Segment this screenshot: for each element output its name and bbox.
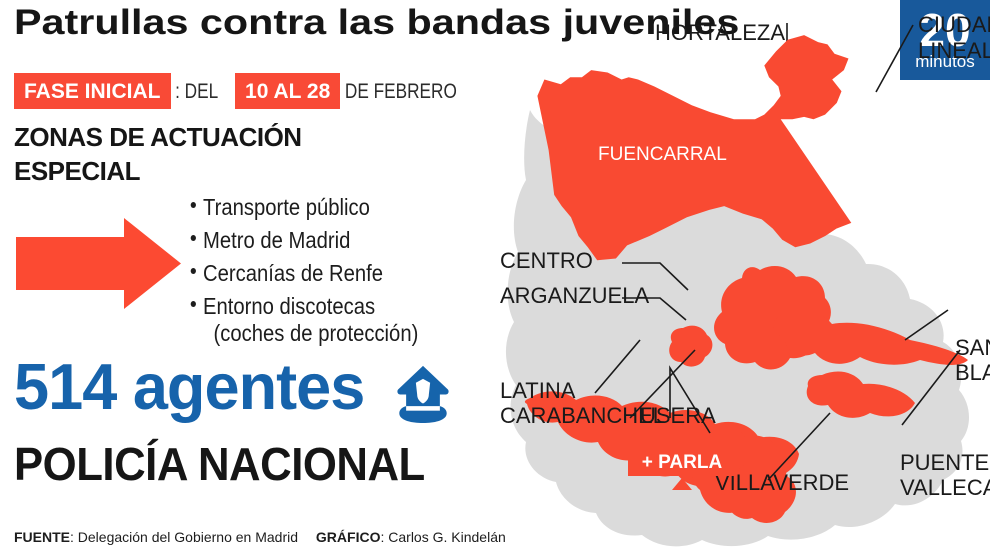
svg-text:USERA: USERA xyxy=(640,403,716,428)
svg-text:LINEAL: LINEAL xyxy=(918,38,990,63)
svg-text:PUENTE DE: PUENTE DE xyxy=(900,450,990,475)
svg-text:LATINA: LATINA xyxy=(500,378,576,403)
svg-text:FUENCARRAL: FUENCARRAL xyxy=(598,144,727,165)
svg-text:BLAS: BLAS xyxy=(955,360,990,385)
svg-text:SAN: SAN xyxy=(955,335,990,360)
svg-text:CIUDAD: CIUDAD xyxy=(918,12,990,37)
svg-text:CENTRO: CENTRO xyxy=(500,248,593,273)
svg-text:+ PARLA: + PARLA xyxy=(642,452,723,473)
svg-text:ARGANZUELA: ARGANZUELA xyxy=(500,283,649,308)
svg-text:VALLECAS: VALLECAS xyxy=(900,475,990,500)
svg-text:HORTALEZA: HORTALEZA xyxy=(655,20,785,45)
